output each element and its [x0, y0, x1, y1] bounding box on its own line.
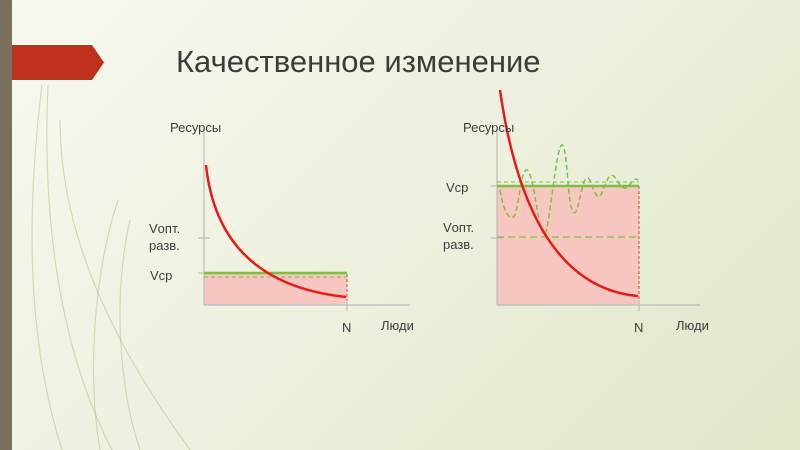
background-swooshes — [31, 84, 191, 450]
right-vopt-label-line1: Vопт. — [443, 220, 474, 235]
left-vopt-label-line1: Vопт. — [149, 221, 180, 236]
right-fluctuation-curve — [499, 144, 639, 236]
left-y-axis-label: Ресурсы — [170, 120, 221, 135]
left-vopt-label-line2: разв. — [149, 238, 180, 253]
right-diagram: Ресурсы Vср Vопт. разв. N Люди — [443, 89, 709, 335]
title-arrow-marker — [12, 45, 104, 80]
right-resource-area — [497, 186, 639, 305]
right-vopt-label-line2: разв. — [443, 237, 474, 252]
left-vsr-label: Vср — [150, 268, 172, 283]
left-diagram: Ресурсы Vопт. разв. Vср N Люди — [149, 120, 414, 335]
right-x-axis-label: Люди — [676, 318, 709, 333]
left-decline-curve — [204, 164, 347, 299]
left-accent-bar — [0, 0, 12, 450]
page-title: Качественное изменение — [176, 44, 541, 79]
right-y-axis-label: Ресурсы — [463, 120, 514, 135]
right-n-label: N — [634, 320, 643, 335]
left-resource-area — [204, 274, 347, 305]
left-n-label: N — [342, 320, 351, 335]
right-decline-curve — [498, 89, 639, 298]
left-x-axis-label: Люди — [381, 318, 414, 333]
right-vsr-label: Vср — [446, 180, 468, 195]
